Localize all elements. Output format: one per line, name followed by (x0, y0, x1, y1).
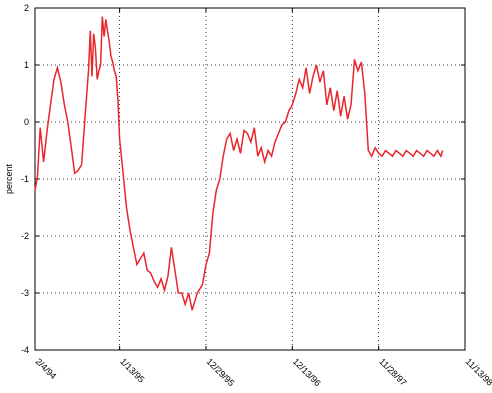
grid-lines (35, 8, 465, 350)
plot-frame (34, 7, 466, 351)
y-tick-label: -1 (21, 174, 29, 184)
y-tick-label: -4 (21, 345, 29, 355)
y-tick-label: 2 (24, 3, 29, 13)
y-tick-label: -2 (21, 231, 29, 241)
y-tick-label: 1 (24, 60, 29, 70)
y-tick-label: 0 (24, 117, 29, 127)
y-axis-label: percent (4, 163, 14, 194)
y-tick-label: -3 (21, 288, 29, 298)
series-line-percent (34, 16, 444, 311)
